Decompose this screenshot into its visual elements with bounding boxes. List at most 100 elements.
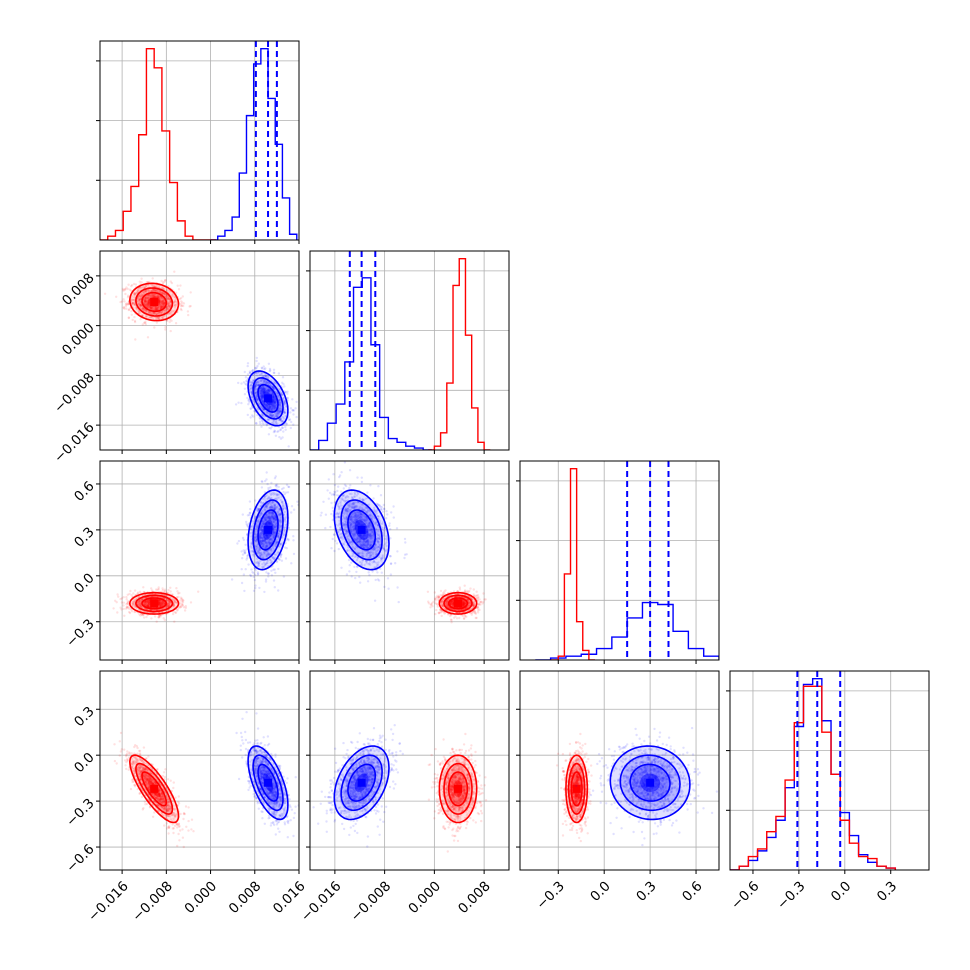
scatter-point: [250, 535, 253, 538]
scatter-point: [163, 588, 167, 591]
scatter-point: [255, 525, 259, 528]
scatter-point: [255, 545, 258, 549]
scatter-point: [167, 301, 171, 304]
scatter-point: [446, 603, 449, 607]
scatter-point: [290, 420, 293, 424]
scatter-point: [240, 401, 243, 405]
scatter-point: [260, 380, 263, 383]
scatter-point: [269, 548, 272, 551]
scatter-point: [292, 423, 295, 426]
scatter-point: [265, 517, 269, 521]
scatter-point: [167, 305, 171, 308]
scatter-point: [269, 407, 272, 411]
scatter-point: [240, 382, 243, 385]
scatter-point: [274, 401, 277, 404]
scatter-point: [255, 540, 259, 543]
scatter-point: [280, 553, 283, 556]
scatter-point: [261, 399, 264, 403]
scatter-point: [266, 406, 269, 409]
scatter-point: [241, 536, 245, 540]
scatter-point: [273, 403, 276, 407]
scatter-point: [156, 295, 160, 298]
scatter-point: [160, 300, 164, 304]
scatter-point: [144, 603, 148, 606]
scatter-point: [181, 599, 185, 602]
scatter-point: [151, 317, 154, 320]
density-peak: [264, 525, 273, 534]
scatter-point: [252, 572, 255, 575]
scatter-point: [263, 367, 266, 371]
scatter-point: [264, 520, 267, 523]
scatter-point: [155, 307, 158, 310]
scatter-point: [273, 477, 277, 480]
scatter-point: [284, 491, 288, 494]
scatter-point: [165, 294, 168, 298]
scatter-point: [248, 371, 252, 374]
scatter-point: [272, 396, 275, 399]
scatter-point: [138, 298, 142, 301]
scatter-point: [161, 292, 164, 295]
scatter-point: [277, 535, 280, 538]
scatter-point: [267, 518, 271, 521]
scatter-point: [268, 512, 271, 516]
scatter-point: [161, 299, 165, 303]
scatter-point: [243, 387, 247, 390]
scatter-point: [282, 396, 285, 400]
scatter-point: [279, 543, 282, 547]
scatter-point: [265, 545, 268, 549]
scatter-point: [162, 601, 165, 604]
scatter-point: [265, 471, 268, 474]
scatter-point: [449, 602, 452, 605]
scatter-point: [259, 551, 263, 555]
scatter-point: [254, 561, 258, 564]
scatter-point: [161, 316, 164, 319]
scatter-point: [164, 308, 168, 311]
scatter-point: [478, 603, 481, 606]
scatter-point: [150, 587, 153, 590]
scatter-point: [260, 390, 264, 393]
scatter-point: [265, 571, 268, 574]
scatter-point: [156, 295, 159, 298]
scatter-point: [169, 329, 172, 333]
scatter-point: [270, 512, 273, 515]
scatter-point: [157, 586, 160, 589]
scatter-point: [466, 598, 469, 601]
scatter-point: [145, 603, 148, 607]
scatter-point: [156, 307, 159, 310]
scatter-point: [450, 602, 454, 605]
scatter-point: [281, 436, 284, 439]
scatter-point: [132, 291, 136, 295]
scatter-point: [133, 296, 136, 299]
scatter-point: [250, 381, 253, 384]
scatter-point: [152, 312, 155, 316]
panel-p1-vs-p1: [306, 250, 510, 454]
scatter-point: [131, 603, 134, 606]
scatter-point: [282, 490, 285, 494]
scatter-point: [161, 302, 164, 305]
scatter-point: [165, 598, 169, 601]
scatter-point: [281, 501, 284, 504]
scatter-point: [148, 599, 151, 602]
scatter-point: [268, 389, 271, 392]
scatter-point: [140, 294, 144, 297]
scatter-point: [171, 309, 175, 312]
scatter-point: [168, 297, 171, 301]
scatter-point: [269, 413, 272, 416]
scatter-point: [263, 590, 266, 594]
scatter-point: [277, 510, 280, 513]
scatter-point: [278, 410, 281, 413]
scatter-point: [140, 277, 143, 280]
scatter-point: [284, 557, 288, 560]
scatter-point: [147, 303, 150, 307]
scatter-point: [275, 498, 279, 501]
scatter-point: [139, 602, 142, 605]
scatter-point: [115, 601, 118, 604]
scatter-point: [280, 393, 283, 396]
scatter-point: [269, 516, 273, 519]
scatter-point: [261, 539, 264, 543]
scatter-point: [144, 298, 147, 301]
scatter-point: [158, 312, 161, 316]
scatter-point: [266, 559, 270, 562]
scatter-point: [264, 518, 267, 521]
scatter-point: [252, 415, 255, 418]
